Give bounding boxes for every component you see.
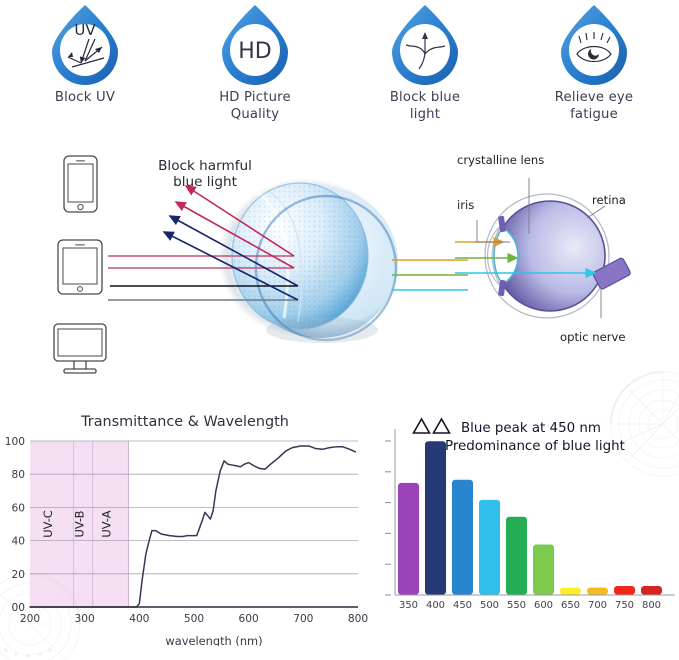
block-blue-light-caption: Block harmful blue light — [158, 158, 252, 190]
x-tick-label: 400 — [129, 613, 149, 625]
bar-x-tick-label: 500 — [480, 600, 499, 611]
bar-750 — [613, 585, 636, 596]
label-iris: iris — [457, 198, 475, 212]
x-tick-label: 500 — [184, 613, 204, 625]
eye-diagram — [455, 178, 631, 319]
bar-400 — [424, 440, 447, 596]
feature-label: Block UV — [54, 90, 116, 105]
feature-row: UV Block UV HD HD Picture Quality — [0, 0, 679, 140]
bar-650 — [559, 587, 582, 596]
bar-x-tick-label: 800 — [642, 600, 661, 611]
drop-badge-hd: HD — [170, 0, 340, 86]
x-tick-label: 800 — [348, 613, 368, 625]
feature-block-blue-light: Block blue light — [340, 0, 510, 123]
bar-x-tick-label: 600 — [534, 600, 553, 611]
label-optic-nerve: optic nerve — [560, 330, 626, 344]
lens-scene: Block harmful blue light — [0, 140, 679, 380]
tablet-icon — [57, 239, 103, 295]
bar-x-tick-label: 550 — [507, 600, 526, 611]
y-tick-label: 20 — [12, 569, 26, 581]
svg-text:UV: UV — [74, 21, 96, 39]
bar-x-tick-label: 450 — [453, 600, 472, 611]
drop-badge-blue-light — [340, 0, 510, 86]
feature-block-uv: UV Block UV — [0, 0, 170, 107]
bar-450 — [451, 479, 474, 596]
feature-hd-picture-quality: HD HD Picture Quality — [170, 0, 340, 123]
bar-chart-annotation-2: Predominance of blue light — [445, 439, 625, 454]
bar-700 — [586, 587, 609, 596]
triangle-marker — [412, 417, 451, 434]
y-tick-label: 40 — [12, 536, 26, 548]
bar-chart-annotation-1: Blue peak at 450 nm — [461, 421, 601, 436]
transmittance-curve — [29, 445, 357, 608]
uv-band-label: UV-A — [100, 510, 114, 537]
feature-label: HD Picture Quality — [219, 90, 291, 122]
line-chart-xlabel: wavelength (nm) — [165, 634, 262, 646]
uv-band-label: UV-C — [41, 510, 55, 538]
bar-x-tick-label: 700 — [588, 600, 607, 611]
blue-light-bar-chart: 350 400 450 500 550 600 650 700 750 800 Blue peak… — [385, 417, 675, 611]
line-chart-title: Transmittance & Wavelength — [81, 414, 289, 430]
x-tick-label: 700 — [293, 613, 313, 625]
drop-badge-uv: UV — [0, 0, 170, 86]
bar-800 — [640, 585, 663, 596]
bar-x-tick-label: 350 — [399, 600, 418, 611]
feature-label: Relieve eye fatigue — [554, 90, 634, 122]
x-tick-label: 600 — [239, 613, 259, 625]
label-crystalline-lens: crystalline lens — [457, 153, 545, 167]
uv-band-uv-c — [30, 441, 74, 607]
bar-350 — [397, 482, 420, 596]
x-tick-label: 300 — [75, 613, 95, 625]
y-tick-label: 80 — [12, 469, 26, 481]
charts-area: Transmittance & Wavelength 00 20 40 60 80 100… — [0, 405, 679, 654]
bar-550 — [505, 516, 528, 596]
y-tick-label: 00 — [12, 602, 26, 614]
bar-x-tick-label: 750 — [615, 600, 634, 611]
uv-band-label: UV-B — [72, 510, 86, 537]
phone-icon — [63, 155, 98, 213]
transmittance-line-chart: 00 20 40 60 80 100 200 300 400 500 600 700 800 UV-C… — [5, 436, 369, 646]
drop-badge-eye — [509, 0, 679, 86]
hd-badge-text: HD — [238, 39, 271, 64]
uv-band-uv-a — [92, 441, 129, 607]
bar-500 — [478, 499, 501, 596]
monitor-icon — [53, 323, 107, 374]
label-retina: retina — [592, 193, 626, 207]
bar-600 — [532, 543, 555, 596]
bar-x-tick-label: 400 — [426, 600, 445, 611]
feature-label: Block blue light — [389, 90, 461, 122]
uv-band-uv-b — [73, 441, 93, 607]
lens-ray-diagram — [108, 178, 468, 343]
y-tick-label: 100 — [5, 436, 25, 448]
y-tick-label: 60 — [12, 502, 26, 514]
x-tick-label: 200 — [20, 613, 40, 625]
feature-relieve-eye-fatigue: Relieve eye fatigue — [509, 0, 679, 123]
bar-x-tick-label: 650 — [561, 600, 580, 611]
